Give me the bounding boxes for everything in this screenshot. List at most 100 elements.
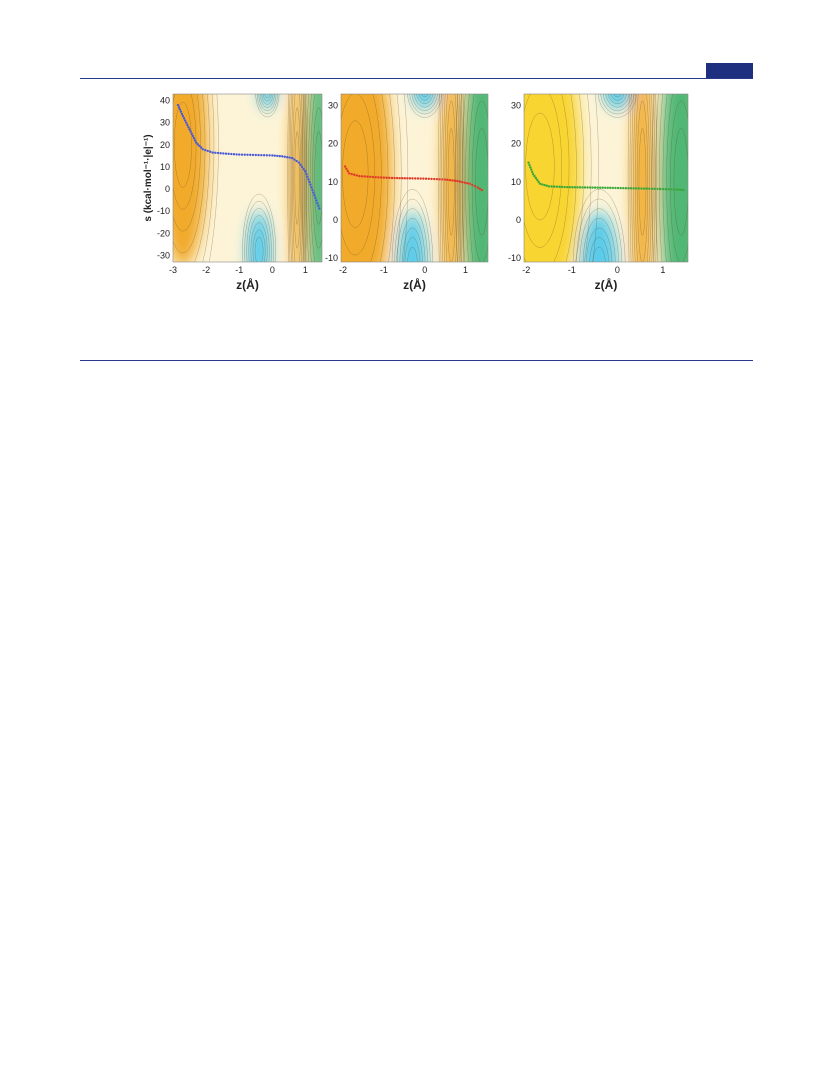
contour-line	[304, 94, 307, 262]
contour-line	[252, 229, 266, 262]
region-cyan-1	[398, 212, 427, 262]
path-point	[675, 188, 678, 191]
x-tick-label: -1	[235, 265, 243, 275]
path-point	[224, 152, 228, 155]
path-point	[545, 184, 548, 187]
region-orange-0	[341, 94, 393, 262]
path-point	[347, 172, 351, 175]
path-point	[622, 186, 625, 190]
contour-line	[292, 94, 303, 262]
path-point	[640, 187, 643, 190]
contour-line	[173, 94, 197, 210]
contour-line	[341, 94, 375, 256]
path-point	[406, 177, 409, 180]
y-tick-label: -10	[325, 253, 338, 263]
contour-line	[565, 94, 577, 262]
path-point	[316, 202, 319, 205]
path-point	[345, 167, 348, 171]
path-point	[240, 153, 244, 156]
region-cyan-1	[580, 212, 618, 262]
path-point	[609, 186, 612, 190]
path-point	[180, 112, 184, 116]
path-point	[476, 186, 479, 189]
path-point	[438, 178, 441, 181]
path-point	[461, 180, 464, 184]
path-point	[593, 186, 597, 189]
path-point	[679, 188, 683, 192]
path-point	[232, 153, 236, 156]
path-point	[541, 183, 544, 186]
path-point	[249, 153, 252, 157]
contour-line	[610, 94, 625, 101]
contour-line	[397, 208, 428, 262]
path-point	[305, 172, 308, 176]
path-point	[358, 174, 361, 178]
contour-line	[576, 198, 623, 262]
path-point	[243, 153, 246, 156]
path-point	[433, 177, 436, 181]
contour-line	[310, 94, 316, 262]
contour-line	[572, 189, 626, 262]
contour-line	[607, 94, 627, 104]
region-yellow-0	[524, 94, 581, 262]
y-tick-label: 20	[511, 139, 521, 149]
path-point	[543, 183, 546, 187]
x-tick-label: -2	[522, 265, 530, 275]
path-point	[313, 194, 316, 197]
path-point	[281, 155, 284, 158]
path-point	[201, 148, 204, 151]
path-point	[268, 154, 271, 157]
contour-line	[416, 94, 434, 104]
y-axis-label: s (kcal·mol⁻¹·|e|⁻¹)	[143, 134, 154, 221]
path-point	[286, 156, 289, 159]
contour-line	[638, 128, 647, 236]
path-point	[288, 156, 291, 159]
path-point	[441, 178, 444, 181]
path-point	[216, 151, 220, 155]
path-point	[314, 196, 317, 200]
contour-line	[670, 100, 688, 262]
path-point	[304, 170, 307, 173]
path-point	[310, 186, 313, 189]
path-point	[388, 176, 391, 180]
path-point	[186, 123, 189, 127]
contour-line	[407, 94, 443, 118]
path-point	[295, 159, 298, 163]
path-point	[533, 174, 536, 178]
contour-line	[259, 94, 275, 108]
y-tick-label: 30	[160, 118, 170, 128]
contour-line	[655, 94, 659, 262]
path-point	[219, 152, 222, 155]
x-tick-label: 1	[463, 265, 468, 275]
path-point	[558, 185, 561, 189]
path-point	[379, 176, 383, 179]
path-point	[427, 177, 430, 180]
contour-field	[341, 94, 488, 262]
path-point	[537, 180, 540, 184]
y-tick-label: 30	[511, 100, 521, 110]
x-tick-label: -1	[568, 265, 576, 275]
path-point	[273, 154, 277, 157]
contour-panel-1: -3 -2 -1 0 1 40 30 20 10 0 -10 -20 -30 z(Å) s (kcal·mo…	[140, 88, 330, 293]
y-tick-label: 10	[511, 177, 521, 187]
contour-line	[308, 94, 312, 262]
path-point	[190, 132, 193, 135]
plot-frame	[172, 93, 323, 263]
path-point	[187, 125, 190, 129]
path-point	[650, 187, 654, 190]
region-cyan-1	[247, 211, 271, 262]
path-point	[463, 181, 466, 184]
path-point	[667, 188, 670, 191]
path-point	[353, 173, 356, 176]
path-point	[191, 134, 195, 138]
path-point	[401, 176, 404, 180]
path-point	[530, 168, 533, 171]
path-point	[178, 108, 182, 111]
path-point	[297, 161, 301, 164]
y-tick-label: 0	[333, 215, 338, 225]
contour-line	[256, 94, 278, 115]
contour-line	[242, 193, 276, 262]
path-point	[619, 186, 622, 190]
